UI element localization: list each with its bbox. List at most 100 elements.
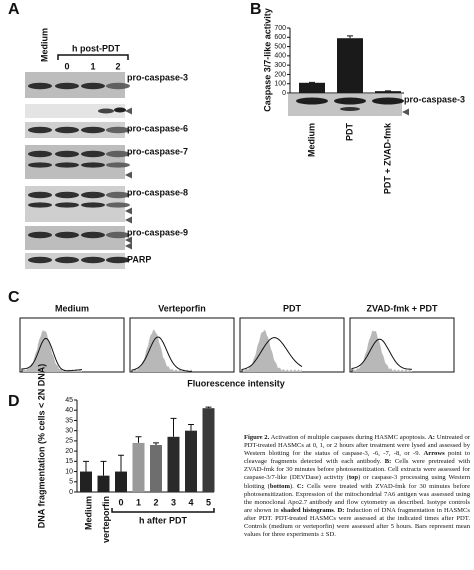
caption: Figure 2. Activation of multiple caspase… bbox=[244, 434, 470, 539]
sample-histogram bbox=[241, 337, 303, 372]
y-tick-label: 400 bbox=[274, 53, 286, 60]
bar bbox=[132, 442, 145, 492]
caption-text: . bbox=[333, 506, 338, 514]
y-tick-label: 600 bbox=[274, 34, 286, 41]
blot-label: pro-caspase-7 bbox=[127, 146, 188, 156]
y-tick-label: 200 bbox=[274, 71, 286, 78]
bracket bbox=[57, 54, 129, 60]
y-tick-label: 300 bbox=[274, 62, 286, 69]
blot-band bbox=[28, 191, 52, 199]
arrow bbox=[125, 207, 132, 215]
arrow bbox=[402, 108, 409, 116]
blot-band bbox=[55, 202, 79, 208]
blot-band bbox=[55, 191, 79, 199]
isotype-histogram bbox=[352, 330, 412, 372]
x-tick-label: 3 bbox=[171, 497, 176, 507]
x-tick-label: 4 bbox=[188, 497, 193, 507]
blot-band bbox=[98, 108, 114, 114]
y-tick-label: 10 bbox=[65, 468, 73, 475]
histogram-title: PDT bbox=[283, 303, 302, 313]
isotype-histogram bbox=[132, 329, 192, 372]
x-axis-label: Fluorescence intensity bbox=[187, 378, 285, 388]
caption-text: point to cleavage fragments detected wit… bbox=[244, 450, 471, 466]
error-bar bbox=[170, 417, 177, 437]
error-bar bbox=[135, 436, 142, 443]
arrow bbox=[125, 216, 132, 224]
histogram-title: Verteporfin bbox=[158, 303, 206, 313]
y-axis-label: Caspase 3/7-like activity bbox=[262, 8, 272, 112]
blot-band bbox=[81, 162, 105, 168]
blot-label: pro-caspase-8 bbox=[127, 187, 188, 197]
panel-letter: B bbox=[250, 1, 262, 18]
blot-band bbox=[28, 256, 52, 264]
error-bar bbox=[153, 442, 159, 445]
error-bar bbox=[100, 460, 107, 476]
x-tick-label: 1 bbox=[136, 497, 141, 507]
arrow bbox=[125, 236, 132, 244]
x-tick-label: PDT bbox=[344, 122, 354, 141]
blot-band bbox=[81, 150, 105, 158]
blot-band bbox=[81, 256, 105, 264]
blot-band bbox=[81, 82, 105, 90]
blot-band bbox=[55, 256, 79, 264]
blot-band bbox=[55, 150, 79, 158]
blot-band bbox=[28, 202, 52, 208]
error-bar bbox=[205, 406, 212, 409]
blot-band bbox=[106, 82, 130, 90]
panel-letter: D bbox=[8, 393, 20, 410]
blot-band bbox=[296, 97, 328, 105]
blot-band bbox=[106, 150, 130, 158]
blot-band bbox=[106, 191, 130, 199]
lane-label: 0 bbox=[64, 61, 69, 71]
error-bar bbox=[347, 35, 353, 39]
blot-label: pro-caspase-6 bbox=[127, 123, 188, 133]
y-axis-label: DNA fragmentation (% cells < 2N DNA) bbox=[36, 364, 46, 528]
blot-label: PARP bbox=[127, 254, 151, 264]
blot-band bbox=[81, 126, 105, 134]
blot bbox=[25, 145, 125, 179]
y-tick-label: 0 bbox=[282, 90, 286, 97]
error-bar bbox=[83, 460, 89, 472]
histogram-title: Medium bbox=[55, 303, 89, 313]
caption-text: C: bbox=[296, 482, 304, 490]
caption-text: A: bbox=[428, 434, 436, 441]
x-tick-label: PDT + ZVAD-fmk bbox=[382, 122, 392, 194]
blot-band bbox=[81, 191, 105, 199]
x-tick-label: verteporfin bbox=[101, 496, 111, 543]
panel-letter: C bbox=[8, 289, 20, 306]
lane-label: Medium bbox=[39, 28, 49, 62]
bar bbox=[150, 444, 162, 492]
x-tick-label: Medium bbox=[306, 123, 316, 157]
bar bbox=[97, 475, 110, 492]
caption-text: Induction of DNA fragmentation in HASMCs… bbox=[244, 506, 470, 539]
blot-band bbox=[114, 107, 126, 113]
error-bar bbox=[118, 454, 124, 472]
caption-text: ) or caspase-3 processing using Western … bbox=[244, 474, 470, 490]
isotype-histogram bbox=[22, 330, 82, 372]
isotype-histogram bbox=[242, 329, 302, 372]
blot-band bbox=[55, 231, 79, 239]
arrow bbox=[125, 242, 132, 250]
y-tick-label: 25 bbox=[65, 438, 73, 445]
blot-band bbox=[28, 150, 52, 158]
caption-text: bottom bbox=[269, 482, 290, 490]
blot-band bbox=[106, 231, 130, 239]
y-tick-label: 15 bbox=[65, 458, 73, 465]
caption-text: shaded histograms bbox=[280, 506, 334, 514]
caption-text: Cells were treated with ZVAD-fmk for 30 … bbox=[244, 482, 470, 514]
panel-letter: A bbox=[8, 1, 20, 18]
y-tick-label: 700 bbox=[274, 25, 286, 32]
caption-text: top bbox=[348, 474, 359, 482]
bar bbox=[375, 91, 401, 93]
bar bbox=[185, 430, 197, 492]
x-tick-label: 5 bbox=[206, 497, 211, 507]
bar bbox=[115, 471, 127, 492]
blot-band bbox=[372, 97, 404, 105]
caption-text: Cells were pretreated with ZVAD-fmk for … bbox=[244, 458, 470, 482]
caption-text: ). bbox=[289, 482, 297, 490]
error-bar bbox=[188, 424, 194, 431]
y-tick-label: 35 bbox=[65, 417, 73, 424]
bar bbox=[337, 38, 363, 93]
